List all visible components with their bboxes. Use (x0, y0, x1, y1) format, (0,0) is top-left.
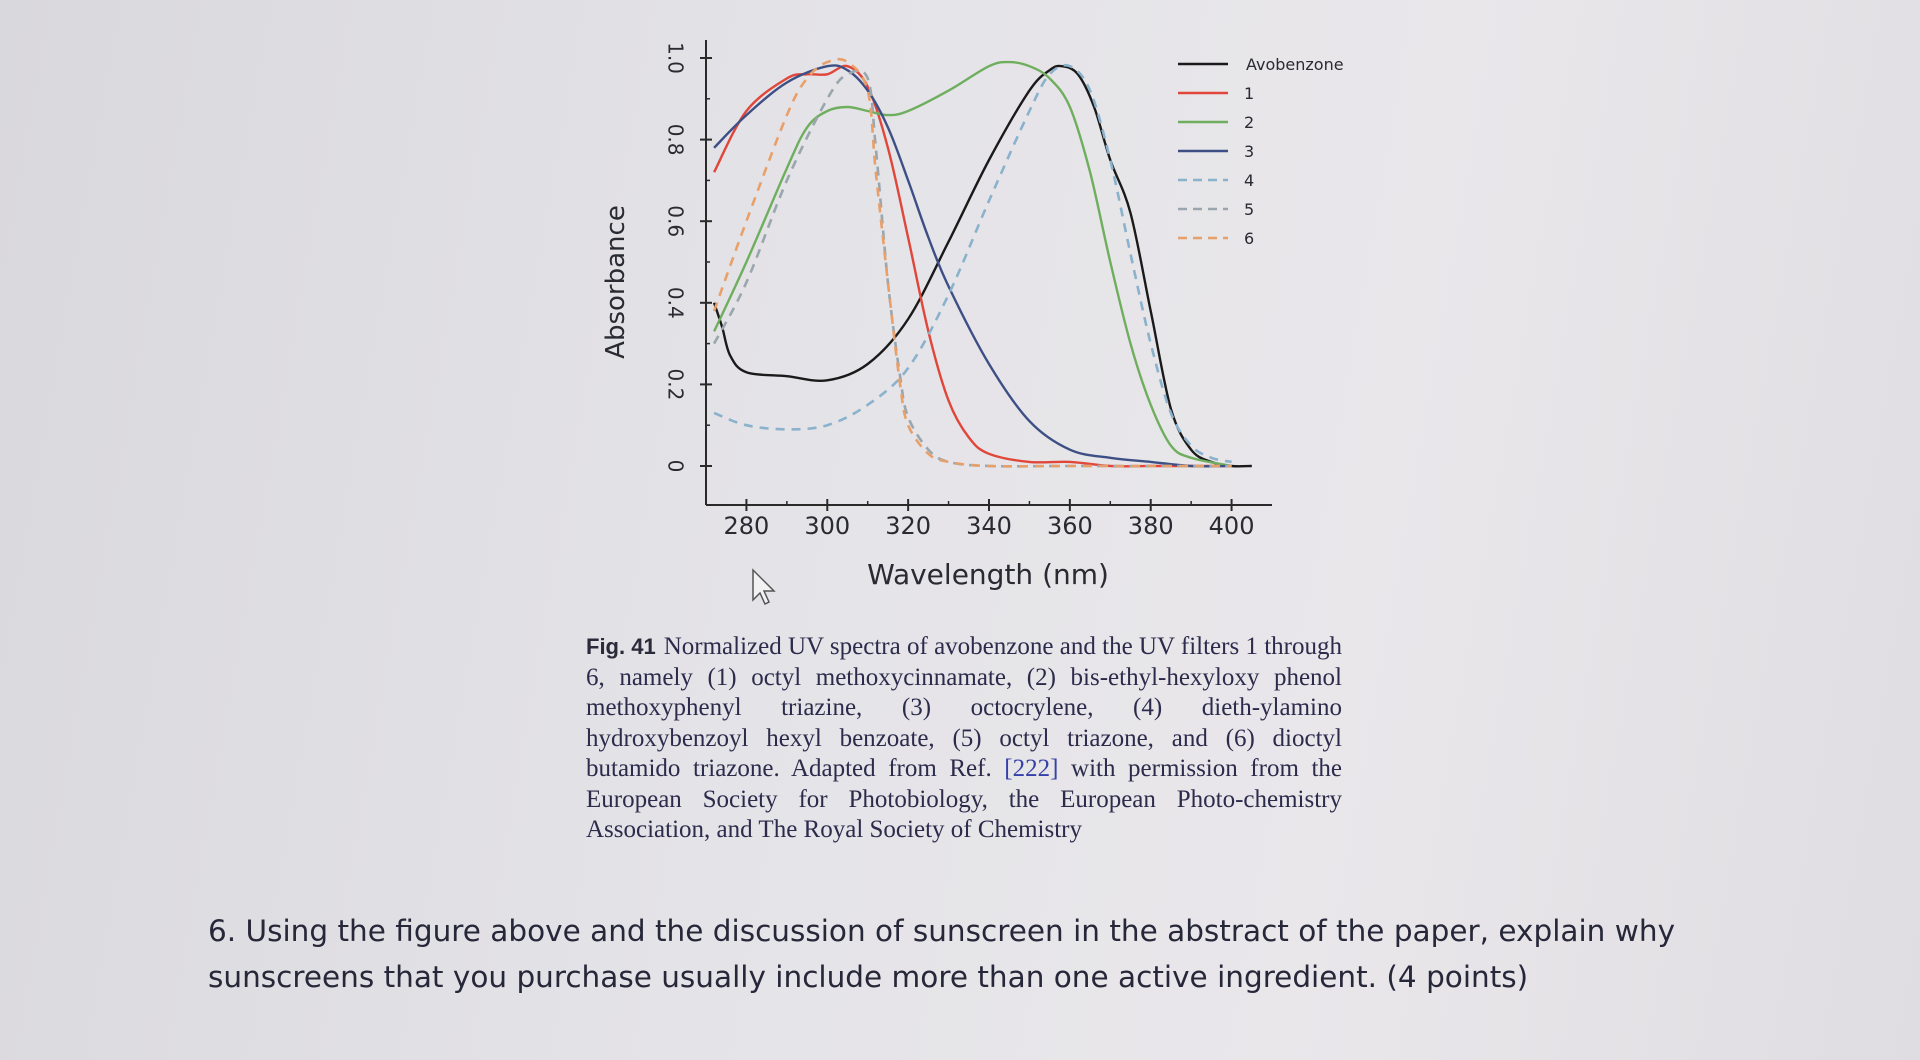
legend-label: 4 (1244, 171, 1254, 190)
x-axis-label: Wavelength (nm) (867, 558, 1109, 591)
axes: 0 0.2 0.4 0.6 0.8 1.0 280 300 320 340 360 380 400 (664, 40, 1272, 540)
y-tick-label: 0 (664, 460, 688, 473)
legend-label: 6 (1244, 229, 1254, 248)
x-tick-label: 300 (804, 512, 850, 540)
x-tick-label: 400 (1209, 512, 1255, 540)
legend-label: Avobenzone (1246, 55, 1344, 74)
series-line-5 (712, 69, 1232, 468)
y-tick-label: 0.2 (664, 368, 688, 400)
legend: Avobenzone 1 2 3 4 5 6 (1178, 55, 1344, 248)
legend-label: 3 (1244, 142, 1254, 161)
series-line-3 (713, 64, 1232, 468)
figure-caption: Fig. 41 Normalized UV spectra of avobenzo… (586, 632, 1342, 846)
uv-spectra-chart: 0 0.2 0.4 0.6 0.8 1.0 280 300 320 340 360 380 400 Av… (601, 40, 1344, 606)
question-text: 6. Using the figure above and the discus… (208, 914, 1676, 994)
y-tick-label: 0.8 (664, 124, 688, 156)
series-lines (712, 57, 1252, 468)
x-tick-label: 340 (966, 512, 1012, 540)
x-tick-label: 320 (885, 512, 931, 540)
y-tick-label: 0.6 (664, 205, 688, 237)
y-tick-label: 0.4 (664, 287, 688, 319)
series-line-6 (712, 57, 1232, 468)
legend-label: 2 (1244, 113, 1254, 132)
legend-label: 1 (1244, 84, 1254, 103)
y-axis-label: Absorbance (601, 205, 631, 359)
figure-label: Fig. 41 (586, 634, 656, 659)
reference-link[interactable]: [222] (1004, 755, 1059, 782)
caption-text: Normalized UV spectra of avobenzone and … (586, 633, 1342, 782)
x-tick-label: 360 (1047, 512, 1093, 540)
mouse-cursor-icon (752, 568, 776, 606)
series-line-2 (713, 60, 1232, 468)
series-line-avobenzone (712, 64, 1252, 468)
x-tick-label: 380 (1128, 512, 1174, 540)
caption-credit: with permission from the European Societ… (586, 755, 1343, 843)
x-tick-label: 280 (724, 512, 770, 540)
series-line-1 (713, 64, 1232, 468)
legend-label: 5 (1244, 200, 1254, 219)
y-tick-label: 1.0 (664, 42, 688, 74)
series-line-4 (713, 63, 1232, 464)
